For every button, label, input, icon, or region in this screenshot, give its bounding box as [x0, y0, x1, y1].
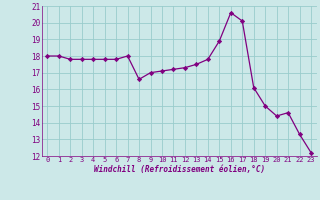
X-axis label: Windchill (Refroidissement éolien,°C): Windchill (Refroidissement éolien,°C) [94, 165, 265, 174]
